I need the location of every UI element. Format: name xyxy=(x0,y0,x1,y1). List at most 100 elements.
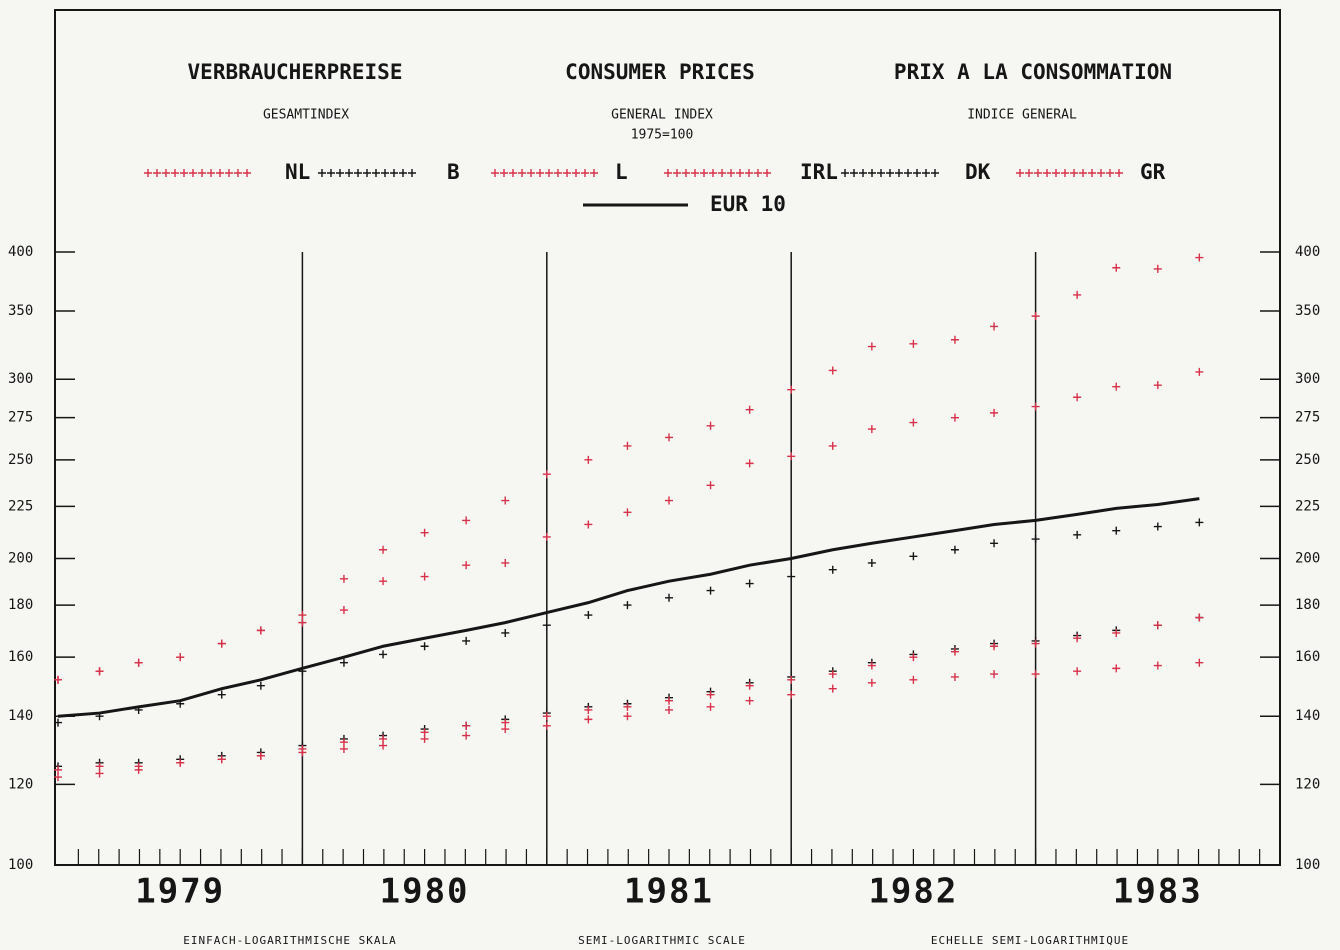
series-point xyxy=(1153,621,1162,630)
series-point xyxy=(706,690,715,699)
series-point xyxy=(584,455,593,464)
series-point xyxy=(339,658,348,667)
scale-note-fr: ECHELLE SEMI-LOGARITHMIQUE xyxy=(931,934,1129,947)
series-point xyxy=(1112,628,1121,637)
series-point xyxy=(1073,634,1082,643)
series-point xyxy=(623,508,632,517)
scale-note-en: SEMI-LOGARITHMIC SCALE xyxy=(578,934,746,947)
series-point xyxy=(665,705,673,714)
series-point xyxy=(339,738,348,747)
series-point xyxy=(950,335,959,344)
series-point xyxy=(54,765,62,774)
series-point xyxy=(623,601,632,610)
x-tick-label: 1983 xyxy=(1113,872,1203,912)
y-tick-label-right: 250 xyxy=(1295,452,1320,468)
x-tick-label: 1981 xyxy=(624,872,714,912)
series-point xyxy=(1031,535,1040,544)
series-point xyxy=(1195,367,1204,376)
series-point xyxy=(501,496,510,505)
series-point xyxy=(867,678,876,687)
series-point xyxy=(298,744,307,753)
series-point xyxy=(176,653,185,662)
y-tick-label-right: 275 xyxy=(1295,410,1320,426)
series-point xyxy=(828,366,837,375)
y-tick-label: 225 xyxy=(8,498,33,514)
series-point xyxy=(990,322,999,331)
series-point xyxy=(623,441,632,450)
series-point xyxy=(665,593,673,602)
series-point xyxy=(542,721,551,730)
series-point xyxy=(1195,658,1204,667)
y-tick-label: 160 xyxy=(8,649,33,665)
series-point xyxy=(1073,530,1082,539)
subtitle-de: GESAMTINDEX xyxy=(263,108,349,123)
series-point xyxy=(256,681,265,690)
series-point xyxy=(501,558,510,567)
series-point xyxy=(950,545,959,554)
series-point xyxy=(1112,382,1121,391)
series-point xyxy=(745,405,754,414)
series-point xyxy=(1153,264,1162,273)
series-point xyxy=(134,762,143,771)
series-point xyxy=(584,715,593,724)
series-point xyxy=(1195,253,1204,262)
series-point xyxy=(542,621,551,630)
series-point xyxy=(462,636,471,645)
legend-label: IRL xyxy=(800,160,838,184)
series-point xyxy=(217,755,226,764)
series-point xyxy=(745,696,754,705)
legend-marker xyxy=(491,169,598,177)
series-point xyxy=(420,728,429,737)
series-point xyxy=(462,721,471,730)
series-point xyxy=(584,705,593,714)
series-point xyxy=(462,516,471,525)
series-point xyxy=(542,470,551,479)
y-tick-label-right: 200 xyxy=(1295,551,1320,567)
legend-marker xyxy=(1016,169,1123,177)
series-point xyxy=(339,574,348,583)
series-point xyxy=(706,586,715,595)
series-point xyxy=(828,565,837,574)
series-point xyxy=(909,653,918,662)
legend-marker xyxy=(841,169,939,177)
series-point xyxy=(990,408,999,417)
series-point xyxy=(787,452,796,461)
series-point xyxy=(298,618,307,627)
series-point xyxy=(1031,312,1040,321)
series-point xyxy=(867,558,876,567)
y-tick-label-right: 100 xyxy=(1295,857,1320,873)
series-point xyxy=(745,459,754,468)
legend-marker xyxy=(144,169,251,177)
scale-note-de: EINFACH-LOGARITHMISCHE SKALA xyxy=(183,934,396,947)
base-note: 1975=100 xyxy=(631,128,694,143)
series-point xyxy=(1112,664,1121,673)
series-point xyxy=(867,661,876,670)
series-point xyxy=(1112,526,1121,535)
series-point xyxy=(828,441,837,450)
series-point xyxy=(1195,613,1204,622)
series-point xyxy=(990,539,999,548)
series-point xyxy=(379,577,388,586)
y-tick-label: 140 xyxy=(8,708,33,724)
series-point xyxy=(339,606,348,615)
series-point xyxy=(217,690,226,699)
series-point xyxy=(990,642,999,651)
series-point xyxy=(379,545,388,554)
series-point xyxy=(990,670,999,679)
series-point xyxy=(542,712,551,721)
series-point xyxy=(787,675,796,684)
series-point xyxy=(542,532,551,541)
legend-label: DK xyxy=(965,160,991,184)
series-point xyxy=(665,433,673,442)
y-tick-label: 180 xyxy=(8,597,33,613)
title-de: VERBRAUCHERPREISE xyxy=(188,60,403,84)
series-point xyxy=(787,690,796,699)
y-tick-label-right: 400 xyxy=(1295,244,1320,260)
x-tick-label: 1982 xyxy=(868,872,958,912)
y-tick-label: 120 xyxy=(8,776,33,792)
series-point xyxy=(54,773,62,782)
series-point xyxy=(462,561,471,570)
y-tick-label-right: 350 xyxy=(1295,303,1320,319)
series-point xyxy=(1112,263,1121,272)
series-point xyxy=(623,712,632,721)
